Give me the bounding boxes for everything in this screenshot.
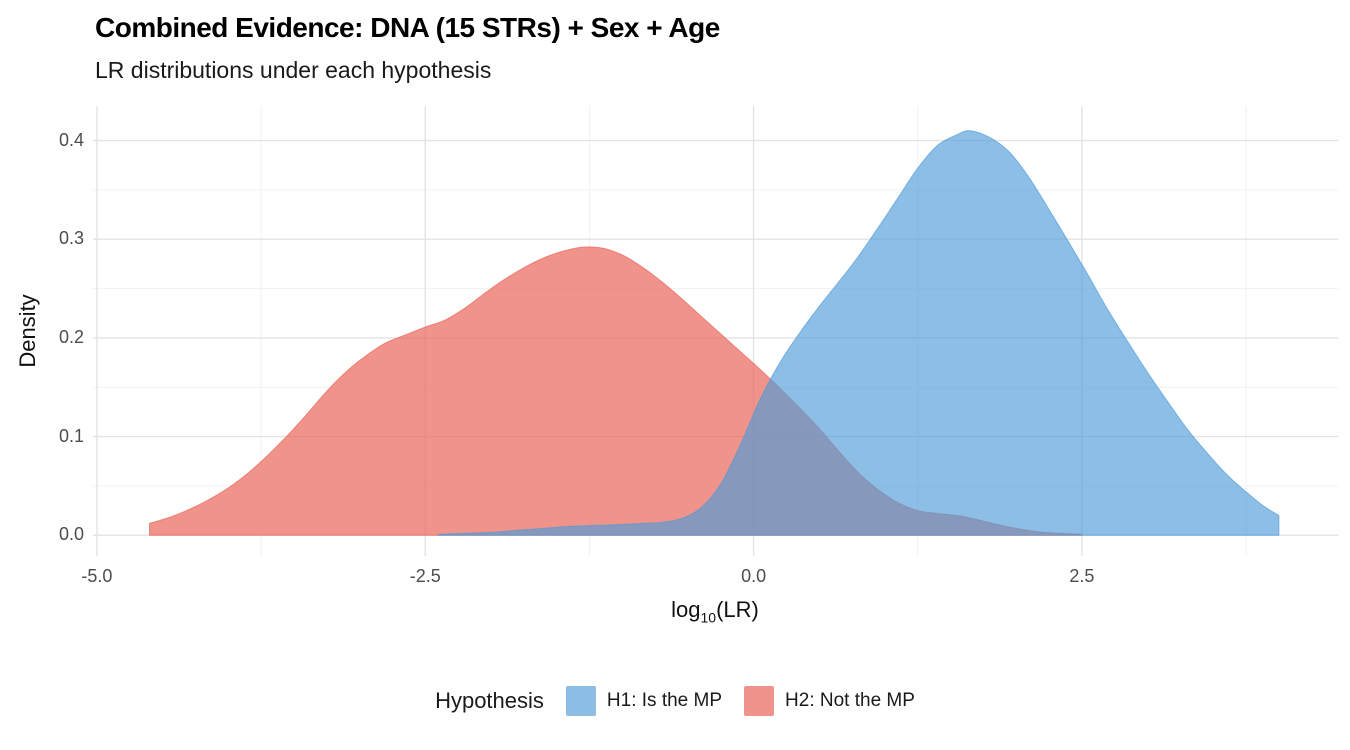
y-tick-label: 0.4 <box>58 129 84 150</box>
x-tick-label: 0.0 <box>741 566 767 586</box>
x-tick-label: -5.0 <box>81 566 113 586</box>
y-tick-label: 0.3 <box>58 228 84 249</box>
chart-title: Combined Evidence: DNA (15 STRs) + Sex +… <box>95 12 720 43</box>
x-axis-title-suffix: (LR) <box>716 597 759 622</box>
density-area-h1 <box>437 130 1280 536</box>
legend-label-h1: H1: Is the MP <box>606 690 723 711</box>
legend-item-h2: H2: Not the MP <box>744 686 915 716</box>
y-tick-label: 0.2 <box>58 326 84 347</box>
y-tick-label: 0.0 <box>58 524 84 545</box>
chart-subtitle: LR distributions under each hypothesis <box>95 57 492 83</box>
x-axis-title: log10(LR) <box>615 597 815 625</box>
legend-label-h2: H2: Not the MP <box>785 690 915 711</box>
x-axis-title-subscript: 10 <box>700 609 717 626</box>
x-axis-title-prefix: log <box>671 597 701 622</box>
legend-item-h1: H1: Is the MP <box>565 686 723 716</box>
legend-swatch-h1-icon <box>565 686 596 716</box>
legend-swatch-h2-icon <box>744 686 775 716</box>
x-tick-label: 2.5 <box>1069 566 1095 586</box>
y-tick-label: 0.1 <box>58 425 84 446</box>
legend: Hypothesis H1: Is the MP H2: Not the MP <box>0 681 1350 721</box>
legend-title: Hypothesis <box>435 688 544 713</box>
x-tick-label: -2.5 <box>409 566 441 586</box>
